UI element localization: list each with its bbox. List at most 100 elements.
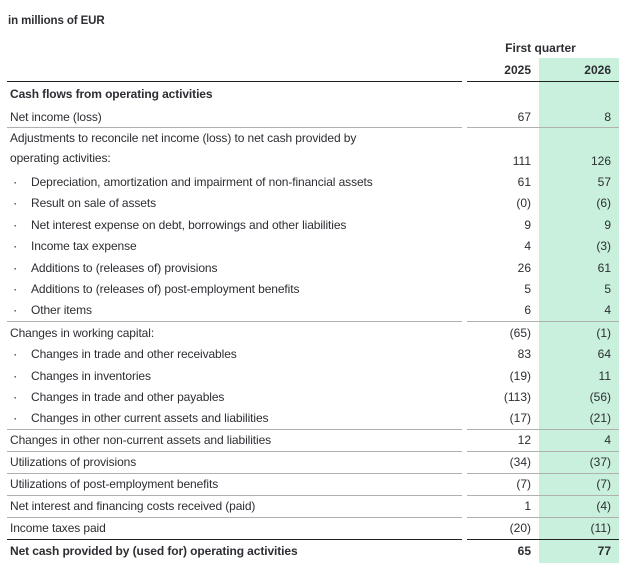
row-label: Changes in other current assets and liab… [31, 411, 269, 426]
value-2026: 61 [539, 257, 619, 279]
table-row: · Net income (loss) 67 8 [7, 106, 619, 128]
bullet-icon: · [13, 174, 18, 190]
row-label-cell: · Net interest expense on debt, borrowin… [7, 214, 462, 236]
value-2025: 65 [517, 544, 531, 558]
row-label-cell: · Utilizations of post-employment benefi… [7, 474, 462, 496]
table-row: · Other items 6 4 [7, 300, 619, 322]
value-2025: 5 [524, 282, 531, 297]
row-label-cell: · Cash flows from operating activities [7, 82, 462, 106]
table-row: · Depreciation, amortization and impairm… [7, 171, 619, 193]
row-label-cell: · Income tax expense [7, 236, 462, 258]
row-label: Net income (loss) [10, 109, 102, 124]
row-label-cell: · Changes in working capital: [7, 322, 462, 344]
bullet-icon: · [13, 238, 18, 254]
row-label: Result on sale of assets [31, 196, 157, 211]
table-row: · Net interest expense on debt, borrowin… [7, 214, 619, 236]
bullet-icon: · [13, 389, 18, 405]
table-row: · Utilizations of post-employment benefi… [7, 473, 619, 496]
row-label: Changes in working capital: [10, 325, 155, 340]
row-label: Income tax expense [31, 239, 137, 254]
units-label: in millions of EUR [8, 15, 105, 27]
row-label: Utilizations of post-employment benefits [10, 477, 219, 491]
value-2025: 12 [467, 430, 539, 452]
value-2025: 6 [467, 300, 539, 322]
table-row: · Net cash provided by (used for) operat… [7, 539, 619, 563]
row-label-cell: · Additions to (releases of) provisions [7, 257, 462, 279]
year-header-spacer [7, 58, 462, 82]
year-header-row: 2025 2026 [7, 58, 619, 82]
column-header-2026: 2026 [539, 58, 619, 82]
table-row: · Changes in other non-current assets an… [7, 429, 619, 452]
row-label-cell: · Changes in trade and other receivables [7, 344, 462, 366]
value-2025: (113) [503, 390, 531, 405]
value-2025: (65) [509, 325, 531, 340]
value-2025: (19) [509, 368, 531, 383]
value-2026: (56) [539, 386, 619, 408]
row-label: Adjustments to reconcile net income (los… [10, 131, 357, 165]
value-2025: 111 [512, 154, 531, 168]
table-row: · Cash flows from operating activities [7, 82, 619, 106]
row-label-cell: · Net cash provided by (used for) operat… [7, 540, 462, 563]
table-row: · Result on sale of assets (0) (6) [7, 192, 619, 214]
table-row: · Changes in trade and other payables (1… [7, 386, 619, 409]
value-2025: 67 [467, 106, 539, 128]
row-label-cell: · Changes in trade and other payables [7, 387, 462, 409]
table-row: · Additions to (releases of) post-employ… [7, 278, 619, 301]
row-label-cell: · Net interest and financing costs recei… [7, 496, 462, 518]
row-label-cell: · Net income (loss) [7, 106, 462, 128]
value-2025: (17) [467, 408, 539, 430]
bullet-icon: · [13, 281, 18, 297]
value-2025: 1 [467, 496, 539, 518]
value-2026: (21) [539, 408, 619, 430]
period-header-row: First quarter [7, 41, 619, 58]
value-2026: 5 [539, 278, 619, 300]
table-row: · Adjustments to reconcile net income (l… [7, 128, 619, 171]
table-row: · Changes in inventories (19) 11 [7, 365, 619, 387]
row-label: Utilizations of provisions [10, 455, 137, 469]
table-row: · Net interest and financing costs recei… [7, 495, 619, 518]
value-2026 [539, 82, 619, 106]
value-2025 [467, 82, 539, 106]
row-label: Additions to (releases of) provisions [31, 260, 218, 275]
row-label-cell: · Changes in inventories [7, 365, 462, 387]
bullet-icon: · [13, 302, 18, 318]
value-2026: 8 [539, 106, 619, 128]
table-row: · Utilizations of provisions (34) (37) [7, 451, 619, 474]
row-label-cell: · Additions to (releases of) post-employ… [7, 279, 462, 301]
value-2026: (37) [539, 451, 619, 474]
row-label: Net cash provided by (used for) operatin… [10, 544, 298, 558]
value-2026: (11) [539, 517, 619, 540]
row-label: Net interest and financing costs receive… [10, 499, 256, 513]
bullet-icon: · [13, 260, 18, 276]
value-2025: (20) [467, 518, 539, 540]
table-row: · Changes in trade and other receivables… [7, 343, 619, 366]
row-label: Changes in other non-current assets and … [10, 433, 272, 447]
bullet-icon: · [13, 195, 18, 211]
row-label: Depreciation, amortization and impairmen… [31, 174, 373, 189]
value-2025: (34) [467, 452, 539, 474]
row-label-cell: · Changes in other non-current assets an… [7, 430, 462, 452]
row-label: Additions to (releases of) post-employme… [31, 282, 300, 297]
value-2026: (6) [539, 192, 619, 214]
value-2025: 83 [517, 347, 531, 362]
column-header-2025: 2025 [467, 58, 539, 82]
period-header: First quarter [505, 41, 576, 55]
value-2026: (1) [539, 321, 619, 344]
bullet-icon: · [13, 217, 18, 233]
table-row: · Income taxes paid (20) (11) [7, 517, 619, 540]
value-2025: (0) [516, 196, 531, 211]
value-2025: 26 [517, 260, 531, 275]
row-label: Changes in inventories [31, 368, 151, 383]
value-2026: 4 [539, 429, 619, 452]
value-2026: 64 [539, 343, 619, 365]
value-2025: (7) [467, 474, 539, 496]
row-label-cell: · Changes in other current assets and li… [7, 408, 462, 430]
value-2025: 4 [524, 239, 531, 254]
bullet-icon: · [13, 410, 18, 426]
value-2026: 9 [539, 214, 619, 236]
value-2026: 4 [539, 300, 619, 322]
value-2026: (7) [539, 473, 619, 496]
row-label-cell: · Income taxes paid [7, 518, 462, 540]
table-row: · Changes in other current assets and li… [7, 408, 619, 430]
